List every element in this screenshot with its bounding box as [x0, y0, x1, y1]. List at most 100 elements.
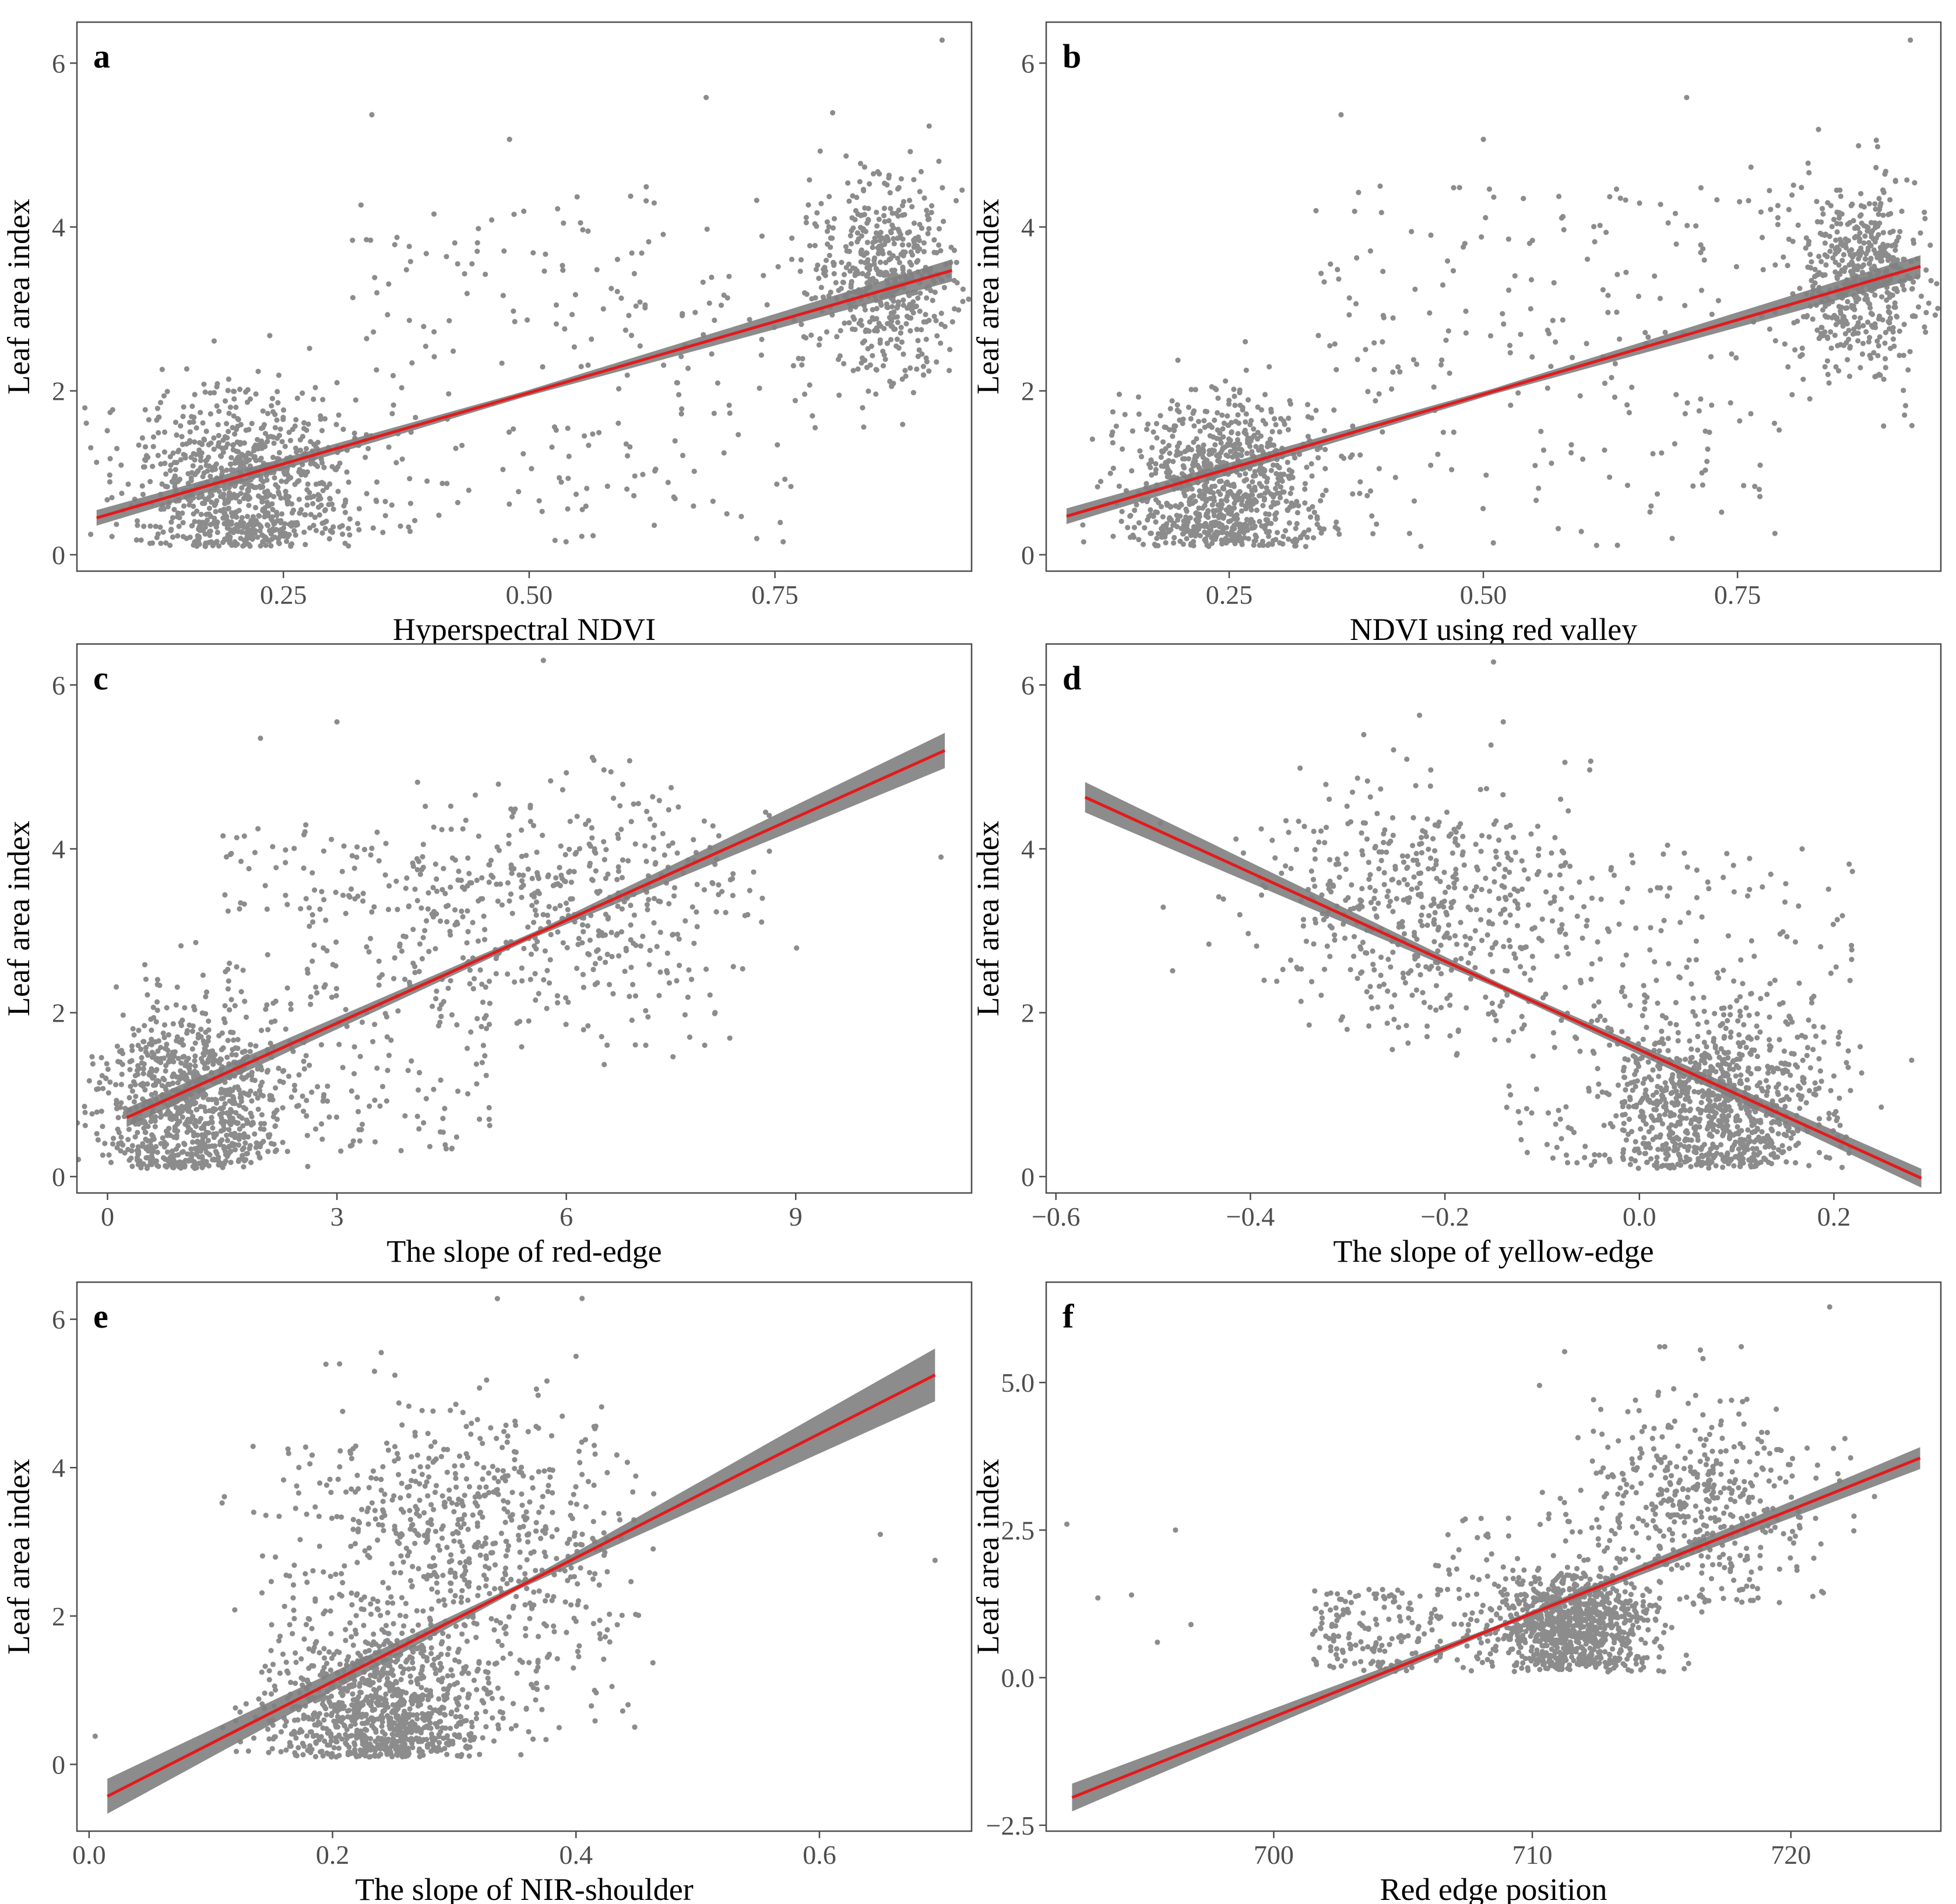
data-point [919, 226, 925, 231]
data-point [312, 887, 318, 893]
data-point [451, 348, 456, 354]
data-point [532, 907, 538, 913]
data-point [1410, 357, 1416, 363]
data-point [1876, 343, 1881, 349]
data-point [1377, 183, 1383, 189]
data-point [100, 1086, 106, 1092]
data-point [521, 945, 527, 952]
data-point [289, 1094, 294, 1100]
data-point [1816, 254, 1822, 259]
data-point [240, 1123, 246, 1129]
data-point [286, 1074, 292, 1079]
data-point [1182, 449, 1188, 455]
data-point [1833, 322, 1839, 328]
data-point [611, 796, 617, 801]
data-point [145, 1155, 150, 1160]
data-point [1148, 507, 1153, 513]
data-point [885, 321, 891, 326]
data-point [594, 948, 600, 954]
data-point [842, 320, 847, 326]
data-point [817, 336, 823, 342]
data-point [1293, 539, 1299, 544]
data-point [374, 367, 379, 373]
data-point [135, 1071, 140, 1078]
data-point [276, 372, 282, 378]
data-point [115, 1115, 121, 1121]
data-point [273, 998, 279, 1004]
data-point [1486, 186, 1493, 192]
data-point [843, 153, 849, 159]
data-point [182, 1005, 188, 1011]
data-point [1274, 481, 1280, 487]
data-point [481, 913, 487, 919]
data-point [1203, 485, 1209, 491]
data-point [1225, 442, 1231, 448]
data-point [553, 906, 558, 911]
data-point [894, 305, 900, 311]
data-point [1237, 489, 1243, 495]
data-point [924, 359, 930, 365]
data-point [184, 366, 189, 372]
data-point [1231, 443, 1237, 449]
data-point [1258, 492, 1264, 498]
data-point [632, 1042, 638, 1048]
data-point [416, 1126, 422, 1132]
data-point [759, 895, 765, 901]
data-point [534, 939, 540, 945]
data-point [148, 1016, 154, 1022]
data-point [480, 1043, 487, 1048]
data-point [499, 902, 505, 908]
data-point [1605, 293, 1611, 298]
data-point [1356, 189, 1362, 195]
data-point [1154, 435, 1160, 441]
data-point [1249, 492, 1255, 498]
data-point [477, 1116, 483, 1122]
data-point [100, 1124, 105, 1129]
data-point [605, 914, 611, 920]
data-point [826, 252, 832, 258]
data-point [125, 1146, 131, 1152]
data-point [430, 1004, 435, 1009]
data-point [343, 910, 349, 916]
data-point [444, 919, 450, 925]
data-point [477, 967, 483, 973]
data-point [260, 484, 266, 490]
data-point [866, 271, 871, 277]
data-point [304, 502, 310, 508]
data-point [631, 941, 636, 946]
data-point [1756, 487, 1762, 492]
data-point [754, 536, 759, 541]
data-point [198, 1115, 204, 1121]
data-point [195, 1032, 201, 1037]
data-point [934, 250, 940, 256]
data-point [1844, 340, 1849, 346]
data-point [1684, 223, 1690, 228]
data-point [1597, 223, 1603, 228]
data-point [843, 244, 849, 249]
data-point [1591, 224, 1597, 230]
data-point [315, 439, 321, 445]
data-point [1827, 234, 1832, 240]
data-point [214, 520, 220, 526]
data-point [198, 1026, 204, 1032]
data-point [1832, 269, 1838, 275]
data-point [1916, 304, 1922, 310]
data-point [759, 336, 765, 343]
data-point [1232, 402, 1238, 409]
data-point [161, 1055, 167, 1061]
data-point [189, 1046, 195, 1052]
data-point [1130, 428, 1135, 434]
data-point [322, 526, 328, 532]
data-point [1170, 434, 1176, 439]
data-point [902, 249, 908, 255]
data-point [1201, 460, 1207, 466]
data-point [1593, 543, 1599, 548]
data-point [1487, 333, 1494, 339]
data-point [235, 1084, 241, 1090]
data-point [568, 879, 575, 885]
data-point [406, 980, 413, 986]
data-point [647, 816, 653, 822]
data-point [628, 193, 634, 199]
data-point [694, 882, 700, 888]
data-point [416, 969, 422, 974]
